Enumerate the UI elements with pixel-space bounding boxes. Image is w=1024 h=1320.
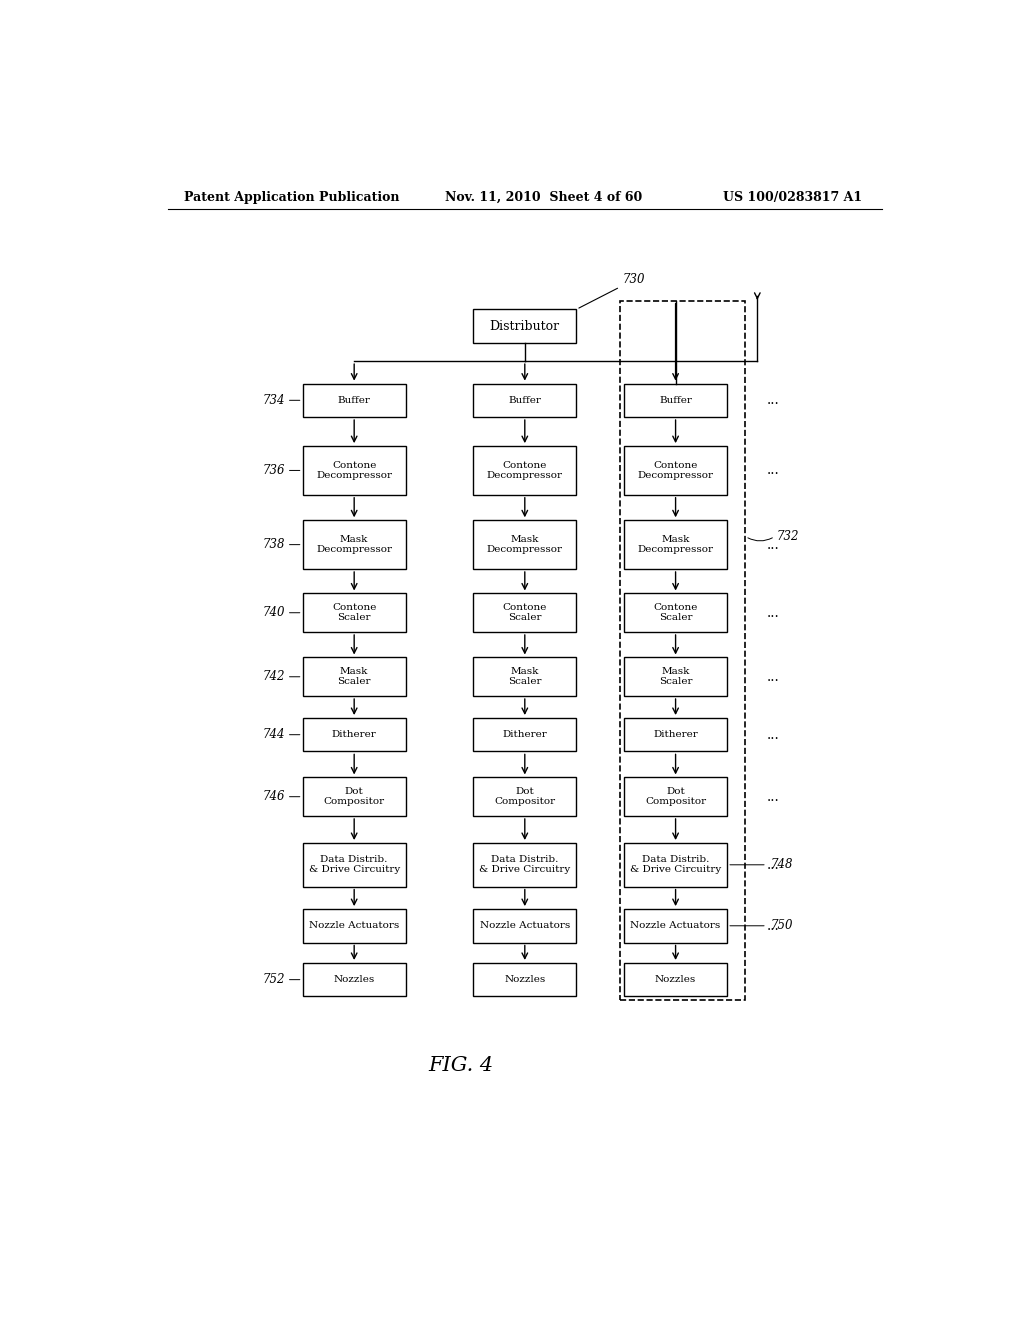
Text: Contone
Decompressor: Contone Decompressor — [638, 461, 714, 480]
Text: Nozzle Actuators: Nozzle Actuators — [479, 921, 570, 931]
Text: Mask
Decompressor: Mask Decompressor — [638, 535, 714, 554]
Text: ...: ... — [767, 393, 779, 408]
Text: Nozzles: Nozzles — [504, 975, 546, 985]
Bar — [624, 718, 727, 751]
Text: Mask
Decompressor: Mask Decompressor — [316, 535, 392, 554]
Text: Mask
Scaler: Mask Scaler — [508, 667, 542, 686]
Bar — [473, 520, 577, 569]
Text: Mask
Scaler: Mask Scaler — [338, 667, 371, 686]
Bar — [473, 446, 577, 495]
Bar — [624, 446, 727, 495]
Text: FIG. 4: FIG. 4 — [429, 1056, 494, 1074]
Text: Contone
Decompressor: Contone Decompressor — [316, 461, 392, 480]
Text: Dot
Compositor: Dot Compositor — [324, 787, 385, 807]
Bar — [473, 384, 577, 417]
Text: Nov. 11, 2010  Sheet 4 of 60: Nov. 11, 2010 Sheet 4 of 60 — [445, 190, 643, 203]
Text: 752: 752 — [262, 973, 285, 986]
Text: ...: ... — [767, 858, 779, 871]
Text: 736: 736 — [262, 463, 285, 477]
Text: Ditherer: Ditherer — [653, 730, 698, 739]
Bar — [624, 909, 727, 942]
Bar — [303, 962, 406, 997]
Text: Contone
Decompressor: Contone Decompressor — [486, 461, 563, 480]
Text: Contone
Scaler: Contone Scaler — [653, 603, 697, 623]
Text: 744: 744 — [262, 729, 285, 742]
Text: ...: ... — [767, 789, 779, 804]
Text: Mask
Decompressor: Mask Decompressor — [486, 535, 563, 554]
Text: ...: ... — [767, 727, 779, 742]
Text: Nozzles: Nozzles — [334, 975, 375, 985]
Text: 750: 750 — [771, 919, 794, 932]
Bar — [473, 657, 577, 696]
Text: Buffer: Buffer — [338, 396, 371, 405]
Bar — [303, 446, 406, 495]
Bar — [473, 962, 577, 997]
Text: 734: 734 — [262, 393, 285, 407]
Bar — [624, 594, 727, 632]
Text: ...: ... — [767, 669, 779, 684]
Bar — [303, 909, 406, 942]
Text: Patent Application Publication: Patent Application Publication — [183, 190, 399, 203]
Text: Nozzle Actuators: Nozzle Actuators — [309, 921, 399, 931]
Bar — [624, 657, 727, 696]
Bar — [303, 843, 406, 887]
Bar — [473, 718, 577, 751]
Bar — [303, 777, 406, 816]
Text: 742: 742 — [262, 671, 285, 684]
Bar — [620, 301, 745, 1001]
Text: Buffer: Buffer — [508, 396, 542, 405]
Bar — [624, 777, 727, 816]
Text: ...: ... — [767, 606, 779, 619]
Bar — [303, 718, 406, 751]
Bar — [303, 594, 406, 632]
Text: Buffer: Buffer — [659, 396, 692, 405]
Text: US 100/0283817 A1: US 100/0283817 A1 — [723, 190, 862, 203]
Bar — [473, 909, 577, 942]
Bar — [473, 594, 577, 632]
Text: Data Distrib.
& Drive Circuitry: Data Distrib. & Drive Circuitry — [479, 855, 570, 874]
Text: Data Distrib.
& Drive Circuitry: Data Distrib. & Drive Circuitry — [630, 855, 721, 874]
Bar — [303, 657, 406, 696]
Text: ...: ... — [767, 463, 779, 478]
Text: ...: ... — [767, 537, 779, 552]
Text: Distributor: Distributor — [489, 319, 560, 333]
Text: 740: 740 — [262, 606, 285, 619]
Bar — [473, 843, 577, 887]
Bar — [473, 309, 577, 343]
Text: 746: 746 — [262, 791, 285, 803]
Text: Mask
Scaler: Mask Scaler — [658, 667, 692, 686]
Text: Dot
Compositor: Dot Compositor — [495, 787, 555, 807]
Text: Nozzle Actuators: Nozzle Actuators — [631, 921, 721, 931]
Bar — [624, 384, 727, 417]
Text: 738: 738 — [262, 539, 285, 552]
Bar — [303, 384, 406, 417]
Text: Dot
Compositor: Dot Compositor — [645, 787, 707, 807]
Text: 732: 732 — [776, 531, 799, 543]
Bar — [624, 962, 727, 997]
Bar — [303, 520, 406, 569]
Bar — [473, 777, 577, 816]
Bar — [624, 843, 727, 887]
Text: ...: ... — [767, 919, 779, 933]
Bar — [624, 520, 727, 569]
Text: Ditherer: Ditherer — [503, 730, 547, 739]
Text: Contone
Scaler: Contone Scaler — [332, 603, 377, 623]
Text: 730: 730 — [623, 273, 645, 286]
Text: Contone
Scaler: Contone Scaler — [503, 603, 547, 623]
Text: Nozzles: Nozzles — [655, 975, 696, 985]
Text: 748: 748 — [771, 858, 794, 871]
Text: Data Distrib.
& Drive Circuitry: Data Distrib. & Drive Circuitry — [308, 855, 399, 874]
Text: Ditherer: Ditherer — [332, 730, 377, 739]
